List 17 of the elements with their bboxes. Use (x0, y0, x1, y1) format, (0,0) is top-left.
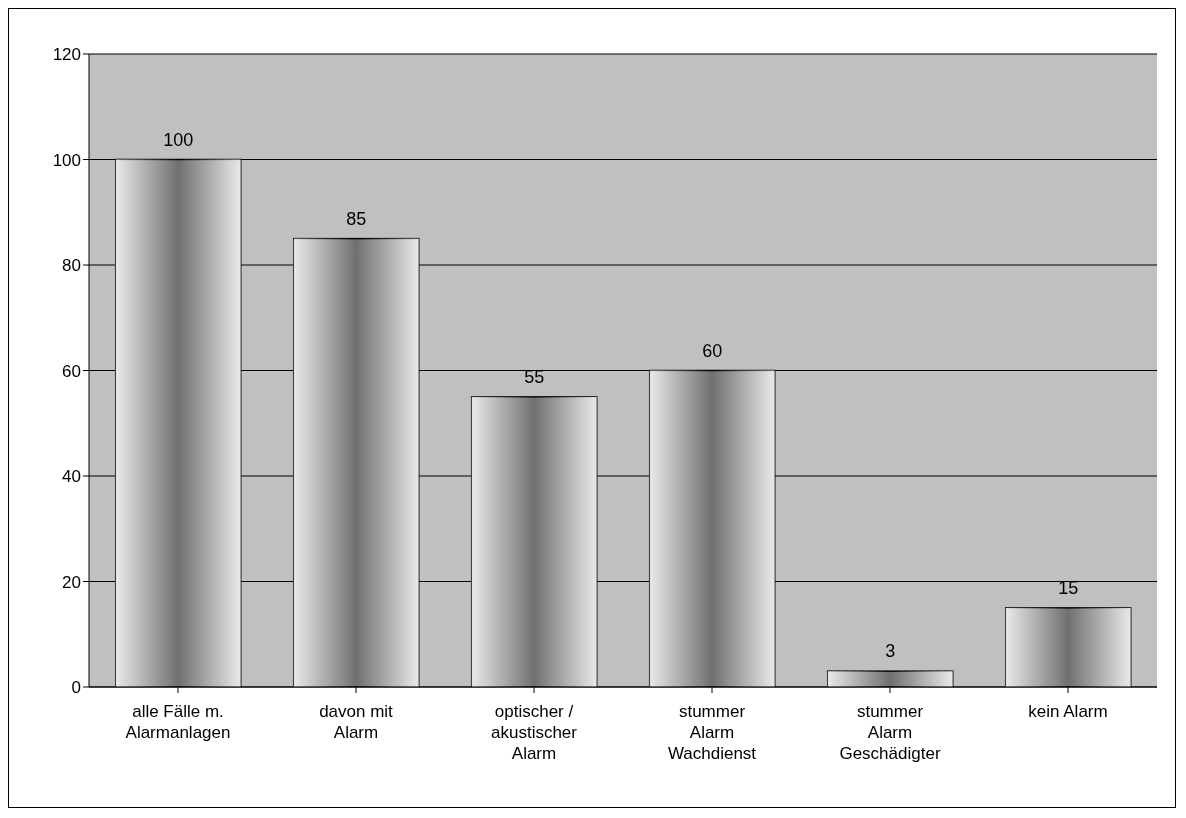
data-label: 60 (702, 340, 723, 361)
x-tick-label: stummer Alarm Wachdienst (667, 702, 757, 763)
y-tick-label: 120 (52, 45, 81, 65)
x-tick-label: kein Alarm (1028, 702, 1108, 721)
y-tick-label: 0 (71, 678, 81, 698)
y-tick-label: 60 (62, 361, 81, 381)
x-tick-label: optischer / akustischer Alarm (491, 702, 578, 763)
data-label: 3 (885, 641, 896, 662)
y-tick-label: 20 (62, 572, 81, 592)
y-tick-label: 100 (52, 150, 81, 170)
x-tick-label: alle Fälle m. Alarmanlagen (125, 702, 231, 742)
x-tick-label: stummer Alarm Geschädigter (839, 702, 941, 763)
y-tick-label: 80 (62, 256, 81, 276)
data-label: 85 (346, 208, 367, 229)
data-label: 100 (163, 129, 194, 150)
x-tick-label: davon mit Alarm (319, 702, 394, 742)
y-tick-label: 40 (62, 467, 81, 487)
